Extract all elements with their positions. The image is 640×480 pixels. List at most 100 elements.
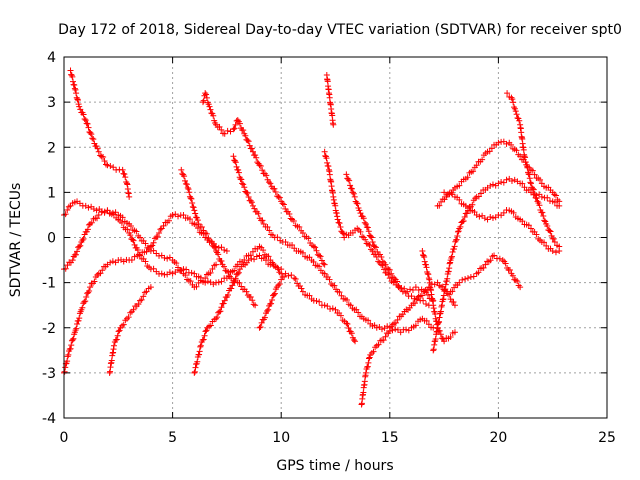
data-point-marker [109, 258, 116, 265]
data-point-marker [421, 254, 428, 261]
x-tick-label: 5 [168, 430, 177, 446]
data-point-marker [251, 205, 258, 212]
data-point-marker [415, 287, 422, 294]
data-point-marker [225, 269, 232, 276]
data-point-marker [451, 329, 458, 336]
data-point-marker [347, 302, 354, 309]
data-point-marker [473, 162, 480, 169]
data-point-marker [511, 176, 518, 183]
data-point-marker [389, 321, 396, 328]
data-point-marker [487, 213, 494, 220]
data-point-marker [495, 180, 502, 187]
data-point-marker [382, 261, 389, 268]
y-tick-label: 3 [47, 95, 56, 111]
data-point-marker [76, 315, 83, 322]
data-point-marker [354, 200, 361, 207]
data-point-marker [350, 337, 357, 344]
data-point-marker [434, 324, 441, 331]
data-point-marker [356, 207, 363, 214]
data-point-marker [297, 283, 304, 290]
data-point-marker [74, 96, 81, 103]
data-point-marker [313, 247, 320, 254]
data-point-marker [480, 264, 487, 271]
data-point-marker [269, 296, 276, 303]
data-point-marker [161, 254, 168, 261]
data-point-marker [81, 298, 88, 305]
data-point-marker [318, 257, 325, 264]
data-point-marker [345, 325, 352, 332]
data-point-marker [64, 358, 71, 365]
data-point-marker [423, 264, 430, 271]
data-point-marker [487, 257, 494, 264]
data-point-marker [482, 261, 489, 268]
data-point-marker [79, 304, 86, 311]
data-point-marker [263, 172, 270, 179]
data-point-marker [413, 296, 420, 303]
data-point-marker [231, 267, 238, 274]
data-point-marker [327, 305, 334, 312]
data-point-marker [475, 269, 482, 276]
data-point-marker [502, 260, 509, 267]
data-point-marker [408, 293, 415, 300]
data-point-marker [294, 280, 301, 287]
data-point-marker [213, 248, 220, 255]
data-point-marker [99, 267, 106, 274]
data-point-marker [76, 243, 83, 250]
data-point-marker [469, 201, 476, 208]
data-point-marker [323, 155, 330, 162]
data-point-marker [64, 207, 71, 214]
data-point-marker [351, 193, 358, 200]
data-point-marker [193, 221, 200, 228]
data-point-marker [517, 284, 524, 291]
data-point-marker [470, 168, 477, 175]
data-point-marker [437, 331, 444, 338]
data-point-marker [73, 325, 80, 332]
data-point-marker [268, 300, 275, 307]
data-point-marker [250, 301, 257, 308]
data-point-marker [331, 282, 338, 289]
data-point-marker [124, 226, 131, 233]
data-point-marker [203, 91, 210, 98]
data-point-marker [364, 364, 371, 371]
data-point-marker [386, 328, 393, 335]
data-point-marker [245, 193, 252, 200]
data-point-marker [239, 180, 246, 187]
data-point-marker [321, 261, 328, 268]
data-point-marker [71, 85, 78, 92]
data-point-marker [436, 202, 443, 209]
data-point-marker [538, 193, 545, 200]
data-point-marker [130, 237, 137, 244]
data-point-marker [257, 163, 264, 170]
data-point-marker [147, 284, 154, 291]
data-point-marker [208, 239, 215, 246]
data-point-marker [455, 228, 462, 235]
data-point-marker [231, 278, 238, 285]
data-point-marker [91, 278, 98, 285]
data-point-marker [421, 258, 428, 265]
data-point-marker [366, 354, 373, 361]
data-point-marker [512, 108, 519, 115]
data-point-marker [549, 248, 556, 255]
data-point-marker [282, 205, 289, 212]
data-point-marker [547, 228, 554, 235]
data-point-marker [249, 148, 256, 155]
data-point-marker [343, 320, 350, 327]
data-point-marker [83, 120, 90, 127]
data-point-marker [270, 291, 277, 298]
data-point-marker [234, 117, 241, 124]
data-point-marker [230, 126, 237, 133]
data-point-marker [310, 243, 317, 250]
data-point-marker [98, 153, 105, 160]
data-point-marker [531, 171, 538, 178]
data-point-marker [373, 324, 380, 331]
data-point-marker [326, 276, 333, 283]
data-point-marker [402, 289, 409, 296]
data-point-marker [447, 334, 454, 341]
data-point-marker [220, 300, 227, 307]
data-point-marker [223, 268, 230, 275]
data-point-marker [533, 195, 540, 202]
data-point-marker [207, 106, 214, 113]
data-point-marker [287, 215, 294, 222]
data-point-marker [244, 190, 251, 197]
data-point-marker [378, 326, 385, 333]
